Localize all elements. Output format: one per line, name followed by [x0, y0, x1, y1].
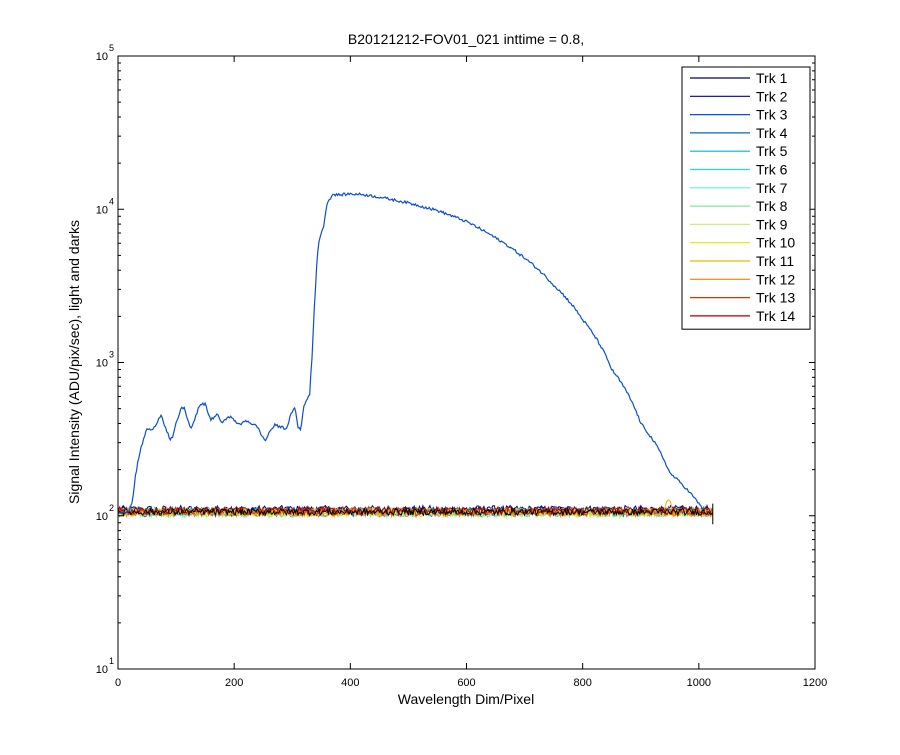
legend-label: Trk 7	[756, 180, 788, 196]
legend-label: Trk 3	[756, 107, 788, 123]
legend-label: Trk 11	[756, 253, 794, 269]
legend-label: Trk 4	[756, 125, 788, 141]
legend-label: Trk 1	[756, 70, 788, 86]
legend-label: Trk 14	[756, 308, 795, 324]
x-tick-label: 1000	[687, 677, 711, 689]
y-tick-label: 10	[96, 204, 108, 216]
x-tick-label: 1200	[803, 677, 827, 689]
y-tick-label: 10	[96, 664, 108, 676]
y-tick-label: 10	[96, 511, 108, 523]
y-tick-exponent: 5	[109, 43, 114, 53]
legend-label: Trk 2	[756, 88, 788, 104]
chart-title: B20121212-FOV01_021 inttime = 0.8,	[348, 31, 584, 47]
legend-label: Trk 10	[756, 235, 795, 251]
y-tick-label: 10	[96, 358, 108, 370]
legend: Trk 1 Trk 2 Trk 3 Trk 4 Trk 5 Trk 6 Trk 7 Trk 8…	[681, 66, 811, 330]
y-tick-exponent: 4	[109, 196, 114, 206]
legend-label: Trk 5	[756, 143, 788, 159]
y-tick-exponent: 3	[109, 350, 114, 360]
x-tick-label: 800	[573, 677, 591, 689]
y-tick-exponent: 2	[109, 503, 114, 513]
legend-label: Trk 12	[756, 271, 795, 287]
x-axis-label: Wavelength Dim/Pixel	[398, 691, 534, 707]
legend-label: Trk 6	[756, 162, 788, 178]
legend-label: Trk 8	[756, 198, 788, 214]
x-tick-label: 600	[457, 677, 475, 689]
x-tick-label: 0	[115, 677, 121, 689]
x-axis-ticks: 0 200 400 600 800 1000 1200	[115, 56, 827, 689]
y-axis-label: Signal Intensity (ADU/pix/sec), light an…	[66, 220, 82, 504]
series-dark-composite	[117, 506, 713, 518]
series-light-trk3	[117, 192, 705, 515]
legend-label: Trk 9	[756, 216, 788, 232]
legend-box	[681, 66, 811, 330]
x-tick-label: 400	[341, 677, 359, 689]
y-tick-label: 10	[96, 51, 108, 63]
x-tick-label: 200	[225, 677, 243, 689]
series-layer	[117, 192, 714, 525]
y-tick-exponent: 1	[109, 656, 114, 666]
legend-label: Trk 13	[756, 290, 795, 306]
